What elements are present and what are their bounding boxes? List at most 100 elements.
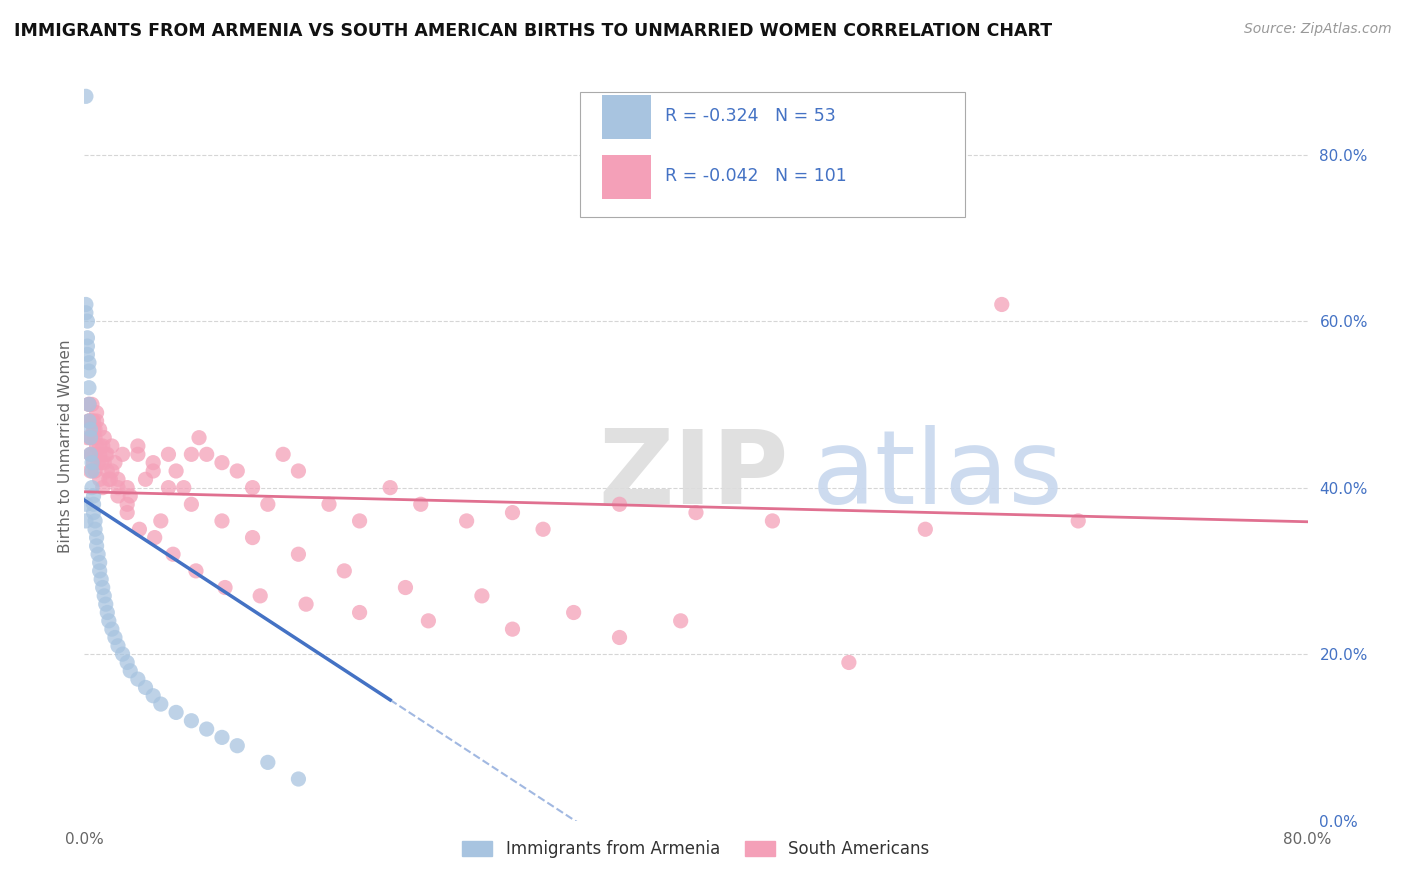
Point	[531, 522, 554, 536]
Point	[75, 514, 97, 528]
Point	[80, 464, 103, 478]
Point	[83, 456, 105, 470]
Point	[79, 464, 101, 478]
Point	[257, 756, 280, 770]
Point	[77, 397, 100, 411]
Y-axis label: Births to Unmarried Women: Births to Unmarried Women	[58, 339, 73, 553]
Point	[195, 447, 218, 461]
Point	[107, 472, 129, 486]
Point	[409, 497, 432, 511]
Point	[318, 497, 340, 511]
Point	[84, 447, 107, 461]
Point	[94, 447, 117, 461]
Point	[89, 422, 111, 436]
Point	[93, 456, 115, 470]
Point	[96, 606, 118, 620]
Legend: Immigrants from Armenia, South Americans: Immigrants from Armenia, South Americans	[456, 833, 936, 864]
Point	[76, 339, 98, 353]
Point	[83, 497, 105, 511]
Point	[295, 597, 318, 611]
Point	[76, 314, 98, 328]
Point	[195, 722, 218, 736]
Point	[89, 556, 111, 570]
Text: ZIP: ZIP	[598, 425, 789, 526]
Point	[115, 481, 138, 495]
Point	[77, 381, 100, 395]
Point	[83, 489, 105, 503]
Point	[456, 514, 478, 528]
Point	[86, 539, 108, 553]
Point	[77, 414, 100, 428]
Point	[93, 589, 115, 603]
Point	[120, 664, 142, 678]
Point	[101, 622, 124, 636]
Point	[80, 414, 103, 428]
Point	[101, 464, 124, 478]
Point	[162, 547, 184, 561]
Point	[86, 531, 108, 545]
Point	[211, 514, 233, 528]
Point	[86, 414, 108, 428]
Point	[165, 464, 187, 478]
Point	[80, 431, 103, 445]
Point	[609, 497, 631, 511]
Point	[111, 447, 134, 461]
FancyBboxPatch shape	[602, 95, 651, 139]
Point	[333, 564, 356, 578]
Point	[349, 606, 371, 620]
Point	[79, 431, 101, 445]
Point	[84, 522, 107, 536]
Point	[211, 731, 233, 745]
Point	[77, 356, 100, 370]
Point	[180, 447, 202, 461]
Point	[87, 547, 110, 561]
Point	[135, 472, 157, 486]
Point	[380, 481, 402, 495]
Point	[120, 489, 142, 503]
Point	[115, 506, 138, 520]
Point	[184, 564, 207, 578]
Point	[226, 739, 249, 753]
Point	[87, 456, 110, 470]
Point	[685, 506, 707, 520]
Text: R = -0.324   N = 53: R = -0.324 N = 53	[665, 107, 837, 125]
Point	[211, 456, 233, 470]
Point	[77, 397, 100, 411]
Point	[98, 472, 121, 486]
Point	[287, 547, 309, 561]
Point	[93, 431, 115, 445]
Point	[90, 572, 112, 586]
Point	[188, 431, 211, 445]
Point	[75, 297, 97, 311]
Point	[107, 489, 129, 503]
Point	[89, 472, 111, 486]
Point	[991, 297, 1014, 311]
Point	[287, 464, 309, 478]
Point	[669, 614, 692, 628]
Point	[271, 447, 294, 461]
Point	[914, 522, 936, 536]
Point	[242, 481, 264, 495]
Point	[127, 672, 149, 686]
Point	[107, 481, 129, 495]
Point	[77, 364, 100, 378]
Point	[349, 514, 371, 528]
Point	[101, 439, 124, 453]
Point	[83, 414, 105, 428]
Point	[142, 689, 165, 703]
Point	[127, 439, 149, 453]
Point	[84, 514, 107, 528]
Point	[76, 347, 98, 361]
Point	[89, 564, 111, 578]
Point	[76, 431, 98, 445]
Text: IMMIGRANTS FROM ARMENIA VS SOUTH AMERICAN BIRTHS TO UNMARRIED WOMEN CORRELATION : IMMIGRANTS FROM ARMENIA VS SOUTH AMERICA…	[14, 22, 1052, 40]
Point	[96, 447, 118, 461]
FancyBboxPatch shape	[579, 92, 965, 218]
Point	[94, 597, 117, 611]
Point	[84, 431, 107, 445]
Point	[89, 439, 111, 453]
Point	[80, 447, 103, 461]
Point	[165, 706, 187, 720]
Point	[89, 447, 111, 461]
Point	[75, 306, 97, 320]
